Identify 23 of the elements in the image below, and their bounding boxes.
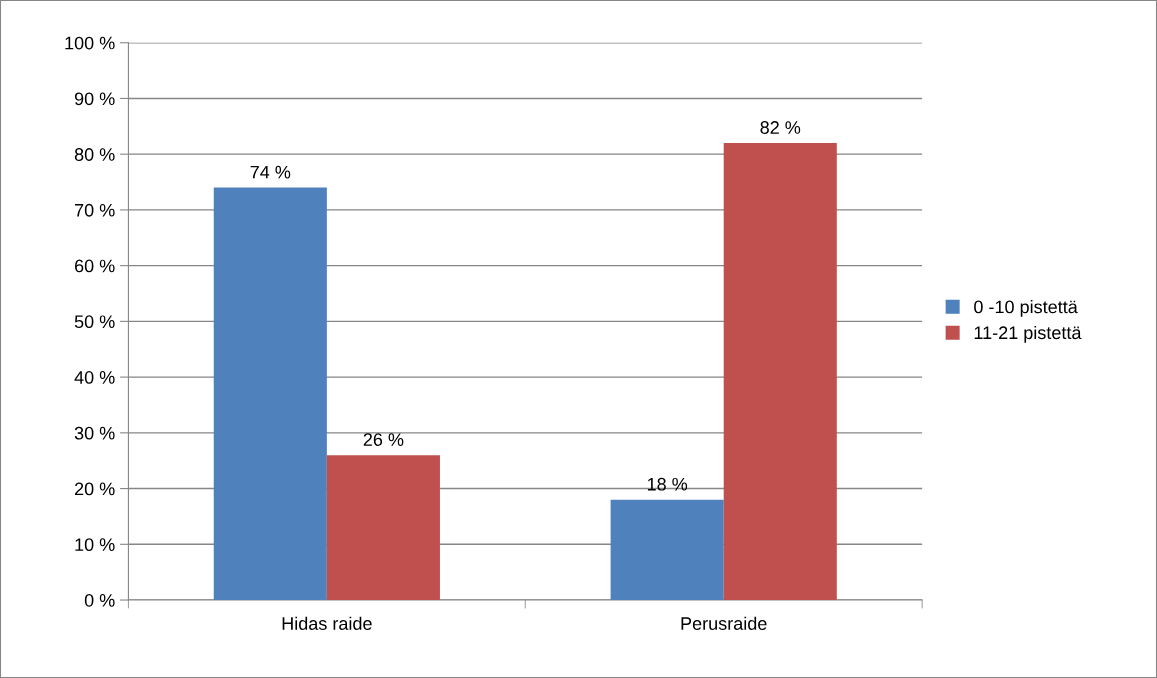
y-tick-label: 80 % bbox=[74, 148, 115, 161]
x-tick-label: Perusraide bbox=[681, 616, 767, 630]
data-label: 18 % bbox=[647, 477, 688, 491]
y-tick-label: 90 % bbox=[74, 92, 115, 106]
data-label: 74 % bbox=[250, 165, 291, 179]
bar bbox=[610, 499, 724, 601]
y-tick-label: 40 % bbox=[74, 371, 115, 384]
y-tick-label: 100 % bbox=[65, 36, 115, 50]
bar bbox=[213, 187, 327, 601]
y-tick-label: 60 % bbox=[75, 259, 115, 273]
legend-label: 0 -10 pistettä bbox=[974, 300, 1078, 317]
bar bbox=[326, 455, 440, 601]
data-label: 82 % bbox=[760, 121, 801, 134]
legend-label: 11-21 pistettä bbox=[974, 325, 1082, 343]
bar bbox=[723, 143, 837, 601]
y-tick-label: 10 % bbox=[75, 538, 115, 552]
data-label: 26 % bbox=[363, 433, 404, 446]
y-tick-label: 50 % bbox=[74, 315, 115, 329]
y-tick-label: 0 % bbox=[84, 593, 115, 607]
y-tick-label: 20 % bbox=[74, 482, 115, 496]
y-tick-label: 30 % bbox=[74, 426, 115, 440]
y-tick-label: 70 % bbox=[75, 203, 115, 217]
x-tick-label: Hidas raide bbox=[282, 616, 372, 630]
